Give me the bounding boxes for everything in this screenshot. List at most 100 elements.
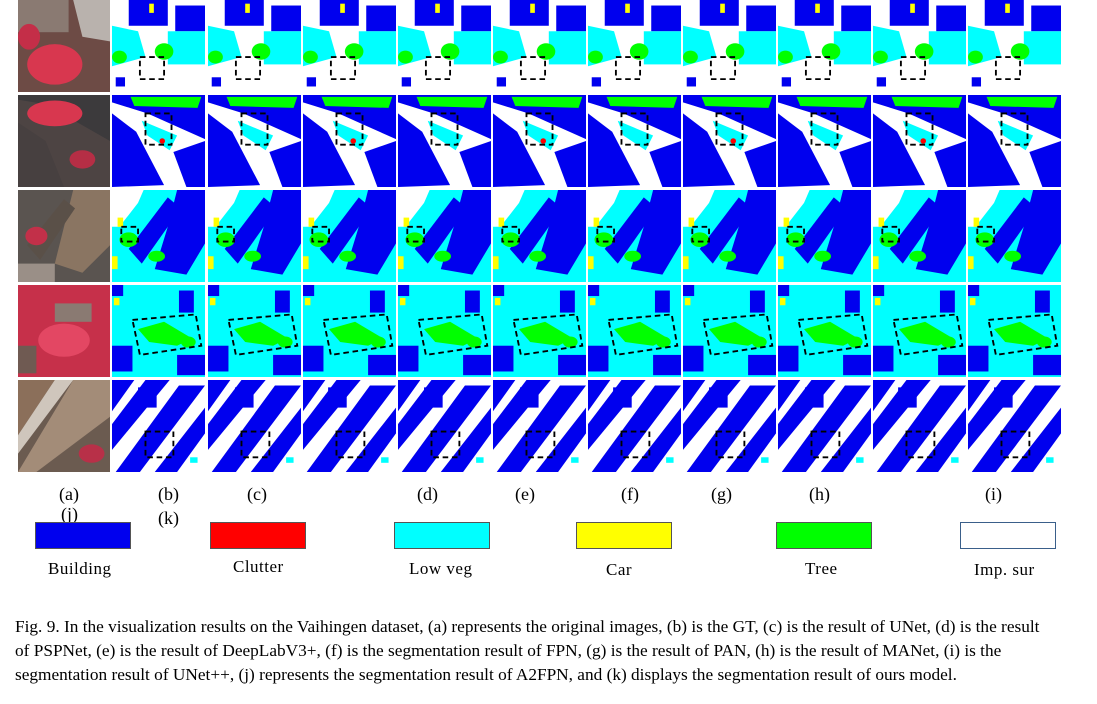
tree-region xyxy=(588,50,603,64)
building-region xyxy=(269,141,301,187)
building-region xyxy=(414,197,467,264)
segmentation-result-tile xyxy=(303,380,396,472)
building-region xyxy=(398,113,451,187)
legend-swatch-car xyxy=(576,522,672,549)
segmentation-result-tile xyxy=(873,380,966,472)
building-region xyxy=(630,407,681,472)
clutter-region xyxy=(159,138,166,144)
tree-region xyxy=(119,232,139,248)
building-region xyxy=(558,354,586,376)
legend-swatch-imp-sur xyxy=(960,522,1056,549)
segmentation-result-tile xyxy=(208,95,301,187)
tree-region xyxy=(914,43,934,60)
building-region xyxy=(208,380,231,412)
tree-region xyxy=(968,50,983,64)
car-region xyxy=(969,297,976,306)
roof-area xyxy=(18,380,55,436)
highlight-box xyxy=(709,56,737,81)
car-region xyxy=(435,3,440,13)
panel-label-a: (a) xyxy=(59,484,79,504)
building-region xyxy=(128,0,168,26)
highlight-box xyxy=(131,313,203,356)
panel-label-f: (f) xyxy=(621,484,639,504)
legend-label-low-veg: Low veg xyxy=(409,559,473,578)
building-region xyxy=(749,290,765,313)
segmentation-result-tile xyxy=(778,0,871,92)
tree-region xyxy=(655,336,671,348)
legend-label-clutter: Clutter xyxy=(233,557,284,576)
tree-region xyxy=(138,321,192,346)
car-region xyxy=(399,297,406,306)
tree-region xyxy=(821,43,841,60)
tree-region xyxy=(778,50,793,64)
segmentation-result-tile xyxy=(208,380,301,472)
building-region xyxy=(778,285,790,297)
highlight-box xyxy=(144,430,175,459)
car-region xyxy=(589,297,596,306)
building-region xyxy=(709,387,728,408)
car-region xyxy=(213,217,220,227)
building-region xyxy=(939,290,955,313)
tree-region xyxy=(511,96,583,108)
segmentation-result-tile xyxy=(588,380,681,472)
low-veg-region xyxy=(738,31,776,65)
clutter-region xyxy=(540,138,547,144)
building-region xyxy=(699,197,752,264)
building-region xyxy=(934,141,966,187)
tree-region xyxy=(226,96,298,108)
low-veg-region xyxy=(237,120,274,151)
building-region xyxy=(968,285,980,297)
segmentation-result-tile xyxy=(588,0,681,92)
segmentation-result-tile xyxy=(398,285,491,377)
low-veg-region xyxy=(1046,457,1054,463)
building-region xyxy=(414,0,454,26)
low-veg-region xyxy=(427,120,464,151)
car-region xyxy=(340,3,345,13)
tree-region xyxy=(466,336,482,348)
segmentation-result-tile xyxy=(303,95,396,187)
legend-label-building: Building xyxy=(48,559,112,578)
panel-label-k: (k) xyxy=(158,508,179,528)
roof-area xyxy=(18,122,64,187)
legend-swatch-low-veg xyxy=(394,522,490,549)
segmentation-result-tile xyxy=(873,95,966,187)
highlight-box xyxy=(417,313,489,356)
building-region xyxy=(211,385,301,472)
segmentation-result-tile xyxy=(968,380,1061,472)
car-region xyxy=(910,3,915,13)
building-region xyxy=(364,141,396,187)
tree-region xyxy=(416,96,488,108)
highlight-box xyxy=(519,56,547,81)
building-region xyxy=(686,385,776,472)
building-region xyxy=(683,285,695,297)
building-region xyxy=(369,290,385,313)
building-region xyxy=(559,290,575,313)
tree-region xyxy=(1004,250,1022,262)
segmentation-result-tile xyxy=(493,285,586,377)
building-region xyxy=(509,0,549,26)
building-region xyxy=(938,354,966,376)
building-region xyxy=(112,380,135,412)
segmentation-result-tile xyxy=(493,0,586,92)
tree-region xyxy=(629,43,649,60)
building-region xyxy=(234,387,254,408)
tree-region xyxy=(683,50,698,64)
low-veg-region xyxy=(856,457,864,463)
building-region xyxy=(841,5,871,32)
low-veg-region xyxy=(332,120,369,151)
car-region xyxy=(304,297,311,306)
building-region xyxy=(889,0,929,26)
low-veg-region xyxy=(476,457,484,463)
building-region xyxy=(464,290,480,313)
tree-region xyxy=(251,43,271,60)
highlight-box xyxy=(620,112,649,146)
low-veg-region xyxy=(902,120,939,151)
vegetation-area xyxy=(27,44,83,85)
segmentation-result-tile xyxy=(398,0,491,92)
tree-region xyxy=(1010,43,1030,60)
tree-region xyxy=(940,336,956,348)
car-region xyxy=(398,256,404,270)
building-region xyxy=(459,141,491,187)
building-region xyxy=(804,387,824,408)
building-region xyxy=(401,385,491,472)
